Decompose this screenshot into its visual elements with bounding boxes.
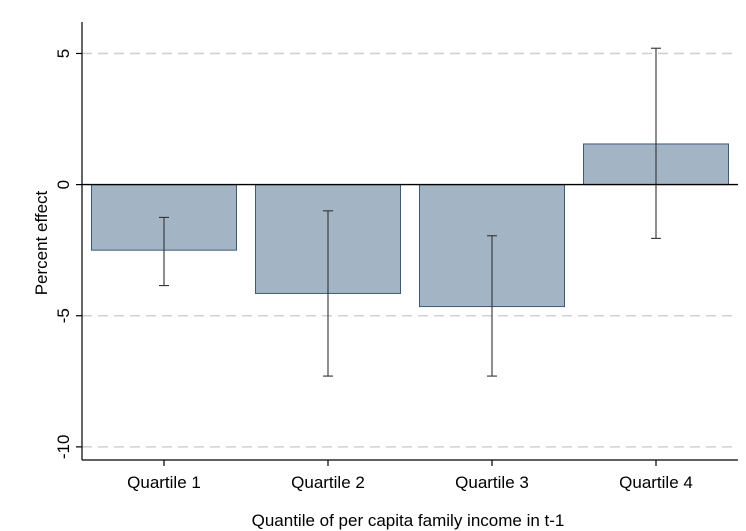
- axes: -10 -5 0 5 Quartile 1 Quartile 2 Quartile 3 Qua…: [54, 22, 738, 492]
- x-tick-label: Quartile 4: [619, 473, 693, 492]
- bars: [91, 143, 729, 308]
- y-axis-title: Percent effect: [32, 190, 51, 295]
- x-axis-title: Quantile of per capita family income in …: [252, 511, 565, 530]
- x-tick-label: Quartile 2: [291, 473, 365, 492]
- y-tick-label: -5: [54, 308, 73, 323]
- gridlines: [82, 52, 738, 448]
- error-bars: [159, 47, 661, 377]
- y-tick-label: 5: [54, 49, 73, 58]
- y-tick-label: -10: [54, 435, 73, 460]
- x-tick-label: Quartile 3: [455, 473, 529, 492]
- y-tick-label: 0: [54, 180, 73, 189]
- x-tick-label: Quartile 1: [127, 473, 201, 492]
